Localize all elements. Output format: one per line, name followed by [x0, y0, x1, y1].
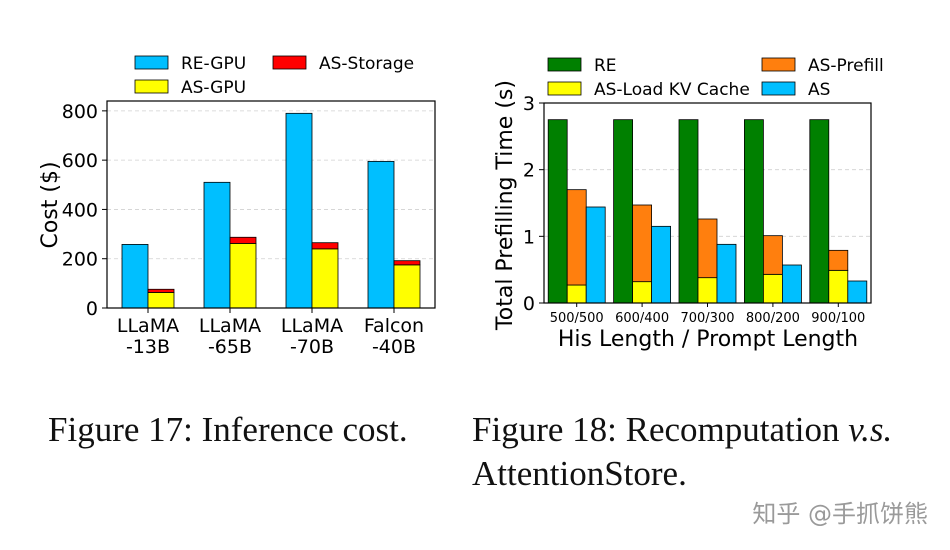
cost-plot-frame — [106, 100, 436, 309]
bar-as-load-kv-cache-900-100 — [828, 269, 849, 304]
bar-as-gpu-llama-65b — [229, 243, 257, 309]
legend-label-re-gpu: RE-GPU — [181, 54, 246, 74]
prefill-bars — [547, 119, 868, 304]
prefill-y-tick-label: 0 — [523, 293, 535, 315]
cost-y-tick-label: 0 — [86, 298, 98, 320]
bar-as-load-kv-cache-800-200 — [763, 273, 783, 304]
legend-label-as-storage: AS-Storage — [319, 54, 414, 74]
bar-as-600-400 — [651, 225, 671, 304]
figure-18-caption-vs: v.s. — [848, 410, 893, 449]
figure-18-caption-suffix: AttentionStore. — [472, 454, 687, 493]
cost-x-tick-label-line1: LLaMA — [281, 315, 343, 337]
cost-bars — [121, 112, 421, 309]
cost-y-tick-label: 400 — [62, 199, 98, 221]
bar-re-700-300 — [678, 119, 699, 304]
cost-y-tick-label: 600 — [62, 150, 98, 172]
prefill-y-axis-label: Total Prefilling Time (s) — [493, 80, 518, 331]
prefill-x-ticks: 500/500 600/400 700/300 800/200 900/100 — [550, 303, 865, 326]
cost-x-tick-label-line2: -70B — [290, 336, 334, 358]
prefill-x-tick-label: 900/100 — [811, 311, 865, 326]
prefill-x-tick-label: 600/400 — [615, 311, 669, 326]
cost-y-tick-label: 800 — [62, 101, 98, 123]
cost-x-tick-label-line2: -40B — [372, 336, 416, 358]
prefill-chart: 0 1 2 3 500/500 600/400 700/300 800/200 900/100… — [493, 56, 884, 352]
bar-as-load-kv-cache-700-300 — [697, 277, 718, 304]
cost-y-ticks: 0 200 400 600 800 — [62, 101, 107, 320]
prefill-legend: RE AS-Prefill AS-Load KV Cache AS — [547, 56, 884, 100]
legend-swatch-re-gpu — [134, 55, 169, 70]
prefill-x-axis-label: His Length / Prompt Length — [558, 327, 858, 352]
legend-label-re: RE — [594, 56, 617, 76]
bar-as-900-100 — [847, 280, 868, 304]
cost-x-tick-label-line2: -13B — [126, 336, 170, 358]
bar-as-gpu-llama-13b — [147, 292, 175, 309]
bar-as-storage-falcon-40b — [393, 260, 421, 266]
prefill-y-ticks: 0 1 2 3 — [523, 93, 544, 315]
bar-as-load-kv-cache-600-400 — [632, 281, 652, 304]
bar-re-gpu-falcon-40b — [367, 160, 395, 309]
bar-as-load-kv-cache-500-500 — [566, 284, 587, 304]
legend-label-as-prefill: AS-Prefill — [808, 56, 884, 76]
legend-swatch-as — [761, 81, 796, 96]
bar-re-gpu-llama-65b — [203, 181, 231, 309]
watermark: 知乎 @手抓饼熊 — [752, 500, 928, 528]
cost-x-tick-label-line1: LLaMA — [199, 315, 261, 337]
bar-as-prefill-800-200 — [763, 235, 783, 275]
legend-swatch-as-prefill — [761, 57, 796, 72]
legend-swatch-as-load-kv-cache — [547, 81, 582, 96]
bar-as-prefill-700-300 — [697, 218, 718, 279]
prefill-x-tick-label: 700/300 — [680, 311, 734, 326]
prefill-y-tick-label: 3 — [523, 93, 535, 115]
bar-re-500-500 — [547, 119, 568, 304]
legend-label-as-gpu: AS-GPU — [181, 78, 246, 98]
bar-as-gpu-falcon-40b — [393, 264, 421, 309]
cost-x-tick-label-line1: LLaMA — [117, 315, 179, 337]
bar-re-gpu-llama-13b — [121, 244, 149, 309]
prefill-y-tick-label: 2 — [523, 160, 535, 182]
prefill-x-tick-label: 500/500 — [550, 311, 604, 326]
figure-18-caption-prefix: Figure 18: Recomputation — [472, 410, 849, 449]
legend-swatch-as-gpu — [134, 79, 169, 94]
bar-re-800-200 — [744, 119, 764, 304]
bar-as-gpu-llama-70b — [311, 248, 339, 309]
bar-as-700-300 — [716, 243, 737, 304]
legend-label-as: AS — [808, 80, 830, 100]
prefill-y-tick-label: 1 — [523, 226, 535, 248]
legend-label-as-load-kv-cache: AS-Load KV Cache — [594, 80, 750, 100]
cost-x-tick-label-line1: Falcon — [364, 315, 424, 337]
bar-as-storage-llama-70b — [311, 242, 339, 250]
cost-legend: RE-GPU AS-Storage AS-GPU — [134, 54, 414, 98]
bar-as-800-200 — [782, 264, 802, 304]
bar-re-600-400 — [613, 119, 633, 304]
figure-18-caption: Figure 18: Recomputation v.s. AttentionSt… — [472, 408, 942, 496]
legend-swatch-re — [547, 57, 582, 72]
bar-as-500-500 — [585, 206, 606, 304]
legend-swatch-as-storage — [272, 55, 307, 70]
figure-17-caption: Figure 17: Inference cost. — [48, 410, 408, 449]
bar-re-900-100 — [809, 119, 830, 304]
bar-as-storage-llama-13b — [147, 288, 175, 293]
cost-x-tick-label-line2: -65B — [208, 336, 252, 358]
bar-as-prefill-900-100 — [828, 249, 849, 271]
bar-as-storage-llama-65b — [229, 236, 257, 244]
bar-re-gpu-llama-70b — [285, 112, 313, 309]
bar-as-prefill-500-500 — [566, 189, 587, 286]
cost-y-axis-label: Cost ($) — [38, 161, 63, 248]
prefill-x-tick-label: 800/200 — [746, 311, 800, 326]
bar-as-prefill-600-400 — [632, 204, 652, 283]
cost-y-tick-label: 200 — [62, 249, 98, 271]
